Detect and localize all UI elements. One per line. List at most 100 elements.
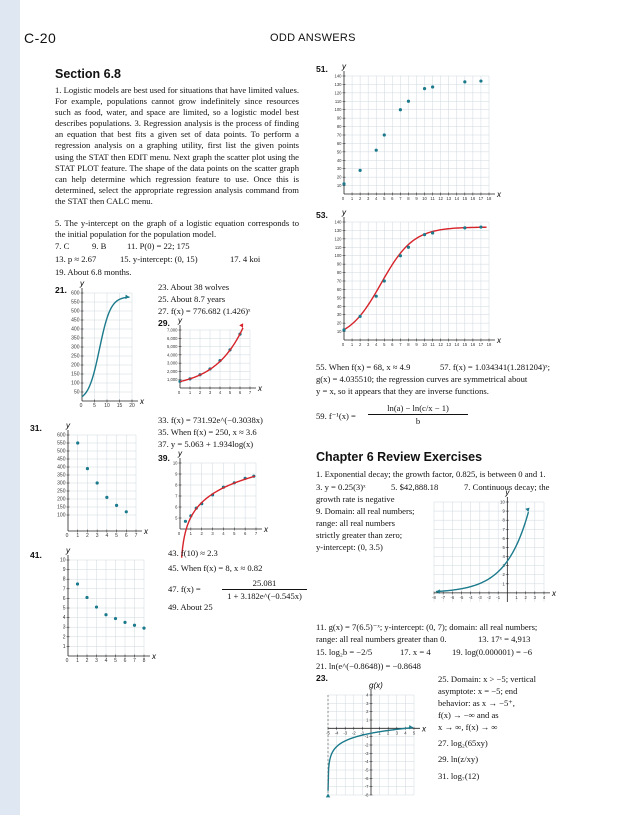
data-point-51: [342, 182, 346, 186]
page-number: C-20: [24, 30, 57, 46]
x-tick-label: 9: [415, 342, 418, 347]
y-tick-label: 120: [335, 236, 343, 241]
logistic-curve: [343, 226, 487, 331]
answer-15: 15. y-intercept: (0, 15): [120, 254, 198, 264]
review-25: 25. Domain: x > −5; vertical: [438, 674, 536, 684]
x-tick-label: 20: [129, 403, 135, 409]
x-tick-label: -2: [352, 730, 356, 735]
x-tick-label: 4: [219, 390, 222, 395]
x-tick-label: 10: [422, 196, 427, 201]
data-point-31: [95, 481, 99, 485]
y-tick-label: 5,000: [167, 344, 178, 349]
x-tick-label: 5: [413, 730, 416, 735]
x-tick-label: 12: [438, 196, 443, 201]
x-tick-label: -4: [335, 730, 339, 735]
x-tick-label: 3: [367, 196, 370, 201]
review-15: 15. log₂b = −2/5: [316, 647, 373, 657]
review-11-b: range: all real numbers greater than 0.: [316, 634, 447, 644]
y-tick-label: 140: [335, 220, 343, 225]
data-point-51: [358, 168, 362, 172]
x-tick-label: 10: [422, 342, 427, 347]
answer-37: 37. y = 5.063 + 1.934log(x): [158, 439, 254, 449]
data-point-51: [374, 148, 378, 152]
data-point-31: [114, 503, 119, 507]
y-tick-label: 2,000: [167, 369, 178, 374]
x-tick-label: -4: [469, 595, 473, 600]
x-tick-label: -8: [432, 595, 436, 600]
curve-arrow: [525, 507, 530, 513]
y-tick-label: -5: [365, 768, 369, 773]
data-point-39: [183, 519, 188, 523]
y-tick-label: 400: [57, 465, 66, 471]
origin-label: 0: [342, 342, 345, 347]
x-tick-label: 5: [93, 403, 96, 409]
data-point-53: [463, 226, 467, 230]
x-tick-label: 5: [233, 531, 236, 536]
x-tick-label: 2: [524, 595, 527, 600]
x-tick-label: 1: [351, 196, 354, 201]
y-tick-label: 200: [71, 363, 80, 369]
review-25-d: f(x) → −∞ and as: [438, 710, 499, 720]
review-21: 21. ln(e^(−0.8648)) = −0.8648: [316, 661, 421, 671]
review-9-d: y-intercept: (0, 3.5): [316, 542, 383, 552]
x-tick-label: 4: [375, 342, 378, 347]
y-tick-label: 250: [57, 489, 66, 495]
y-tick-label: 550: [57, 441, 66, 447]
x-tick-label: 6: [124, 658, 127, 664]
x-tick-label: 5: [114, 658, 117, 664]
x-tick-label: 2: [86, 658, 89, 664]
y-tick-label: 140: [335, 74, 343, 79]
y-tick-label: 8: [175, 483, 178, 488]
x-axis-label: x: [257, 384, 263, 393]
y-tick-label: 4: [366, 693, 369, 698]
x-tick-label: 2: [86, 533, 89, 539]
x-tick-label: 16: [471, 342, 476, 347]
answer-57: 57. f(x) = 1.034341(1.281204)ˣ;: [440, 362, 550, 372]
x-tick-label: 16: [471, 196, 476, 201]
x-axis-label: x: [496, 336, 502, 345]
label-21: 21.: [55, 285, 67, 295]
graph-21: x y 5 10 15 20 50 100 150 200 250 300 350 400 450 500 55…: [71, 279, 145, 409]
y-tick-label: 60: [337, 141, 342, 146]
x-axis-label: x: [263, 525, 269, 534]
log-curve: [327, 726, 414, 791]
answer-17: 17. 4 koi: [230, 254, 261, 264]
y-tick-label: 80: [337, 270, 342, 275]
x-tick-label: 1: [189, 390, 192, 395]
y-tick-label: 100: [57, 513, 66, 519]
y-tick-label: 10: [173, 461, 178, 466]
section-title: Section 6.8: [55, 67, 121, 81]
origin-label: 0: [66, 533, 69, 539]
data-point-51: [398, 108, 402, 112]
answer-23: 23. About 38 wolves: [158, 282, 230, 292]
x-tick-label: 15: [117, 403, 123, 409]
y-tick-label: 3,000: [167, 361, 178, 366]
review-25-b: asymptote: x = −5; end: [438, 686, 518, 696]
y-tick-label: 150: [71, 372, 80, 378]
y-tick-label: 110: [335, 245, 342, 250]
x-tick-label: 8: [407, 342, 410, 347]
x-tick-label: 15: [462, 196, 467, 201]
label-29: 29.: [158, 318, 170, 328]
data-point-31: [85, 467, 90, 471]
y-tick-label: 4,000: [167, 352, 178, 357]
y-tick-label: 9: [175, 472, 178, 477]
y-tick-label: 4: [63, 615, 66, 621]
y-tick-label: 250: [71, 354, 80, 360]
x-tick-label: 5: [383, 196, 386, 201]
y-tick-label: 600: [57, 433, 66, 439]
origin-label: 0: [178, 390, 181, 395]
x-axis-label: x: [151, 652, 157, 661]
y-axis-label: g(x): [369, 681, 383, 690]
answer-57-c: y = x, so it appears that they are inver…: [316, 386, 489, 396]
origin-label: 0: [66, 658, 69, 664]
y-tick-label: 40: [337, 158, 342, 163]
y-tick-label: 3: [63, 625, 66, 631]
review-9: 9. Domain: all real numbers;: [316, 506, 415, 516]
y-tick-label: 5: [63, 606, 66, 612]
answer-33: 33. f(x) = 731.92e^(−0.3038x): [158, 415, 263, 425]
review-7-b: growth rate is negative: [316, 494, 395, 504]
x-tick-label: -3: [343, 730, 347, 735]
x-tick-label: 1: [76, 658, 79, 664]
y-tick-label: -6: [365, 776, 369, 781]
